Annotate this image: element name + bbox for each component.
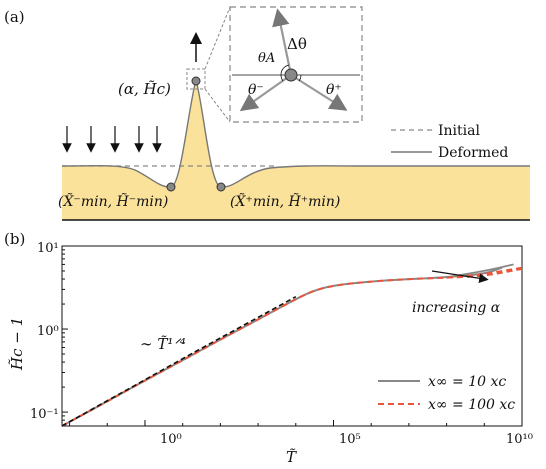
panel-b-label: (b) [4,230,25,248]
y-axis-label: H̃c − 1 [8,317,26,371]
increasing-alpha-label: increasing α [412,300,501,316]
legend-label-1: x∞ = 100 xc [428,397,515,413]
panel-b: (b) 10⁰ 10⁵ 10¹⁰ 10⁻¹ 10⁰ 10¹ T̃ H̃c − 1… [4,230,533,466]
min-right-label: (X̃⁺min, H̃⁺min) [230,192,340,210]
min-left-label: (X̃⁻min, H̃⁻min) [58,192,168,210]
legend-deformed: Deformed [438,145,508,161]
legend-label-0: x∞ = 10 xc [428,374,506,390]
power-law-label: ∼ T̃¹ᐟ⁴ [140,335,186,353]
plot-area [61,245,523,427]
panel-a-legend: Initial Deformed [391,123,508,161]
xtick-label-1: 10⁵ [339,432,361,447]
ytick-label-1: 10⁰ [37,324,59,339]
zoom-box [186,68,206,90]
zoom-line-bottom [204,88,231,123]
fluid-layer [62,80,530,220]
legend-initial: Initial [438,123,480,139]
xtick-label-0: 10⁰ [160,432,182,447]
increasing-alpha-arrow [431,270,489,284]
series-x-inf-100 [61,267,523,427]
panel-b-legend: x∞ = 10 xc x∞ = 100 xc [378,374,515,413]
axis-ticks [62,245,523,426]
ytick-label-0: 10⁻¹ [30,407,59,422]
panel-a: (a) [4,6,530,221]
zoom-line-top [204,6,231,70]
theta-plus-label: θ⁺ [326,82,342,98]
peak-label: (α, H̃c) [118,80,171,98]
delta-theta-label: Δθ [287,35,307,53]
peak-point [191,76,201,86]
min-right-point [216,182,226,192]
ytick-label-2: 10¹ [37,241,59,256]
x-axis-label: T̃ [286,448,297,466]
theta-a-label: θA [258,51,275,66]
applied-pressure-arrows [62,126,162,153]
min-left-point [166,182,176,192]
power-law-guide [61,295,297,427]
xtick-label-2: 10¹⁰ [506,432,533,447]
contact-angle-inset: θA Δθ θ⁻ θ⁺ [229,6,363,123]
theta-minus-label: θ⁻ [248,82,264,98]
chart-series [61,263,523,427]
panel-a-label: (a) [4,8,25,26]
